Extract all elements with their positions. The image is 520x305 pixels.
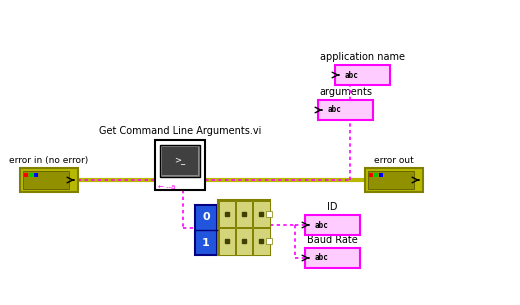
Text: abc: abc	[315, 221, 329, 229]
Bar	[24, 173, 28, 177]
Text: arguments: arguments	[319, 87, 372, 97]
Bar	[236, 200, 252, 227]
Text: 1: 1	[202, 238, 210, 247]
Bar	[155, 140, 205, 190]
Bar	[368, 171, 414, 189]
Bar	[23, 171, 69, 189]
Text: Get Command Line Arguments.vi: Get Command Line Arguments.vi	[99, 126, 261, 136]
Text: >_: >_	[174, 156, 186, 166]
Text: Baud Rate: Baud Rate	[307, 235, 358, 245]
Bar	[218, 200, 270, 255]
Bar	[365, 168, 423, 192]
Text: application name: application name	[320, 52, 405, 62]
Text: error out: error out	[374, 156, 414, 165]
Text: abc: abc	[315, 253, 329, 263]
Text: abc: abc	[328, 106, 342, 114]
Bar	[374, 173, 378, 177]
Bar	[253, 200, 269, 227]
Bar	[162, 147, 198, 175]
Bar	[29, 173, 33, 177]
Bar	[318, 100, 373, 120]
Text: ID: ID	[327, 202, 338, 212]
Bar	[305, 248, 360, 268]
Bar	[34, 173, 38, 177]
Text: ← --a: ← --a	[158, 184, 175, 190]
Bar	[266, 211, 272, 217]
Bar	[266, 238, 272, 244]
Bar	[305, 215, 360, 235]
Bar	[335, 65, 390, 85]
Text: 0: 0	[202, 213, 210, 223]
Bar	[379, 173, 383, 177]
Bar	[253, 228, 269, 254]
Bar	[236, 228, 252, 254]
Bar	[195, 205, 217, 255]
Bar	[369, 173, 373, 177]
Bar	[160, 145, 200, 177]
Text: abc: abc	[345, 70, 359, 80]
Bar	[20, 168, 78, 192]
Text: error in (no error): error in (no error)	[9, 156, 88, 165]
Bar	[218, 200, 235, 227]
Bar	[218, 228, 235, 254]
